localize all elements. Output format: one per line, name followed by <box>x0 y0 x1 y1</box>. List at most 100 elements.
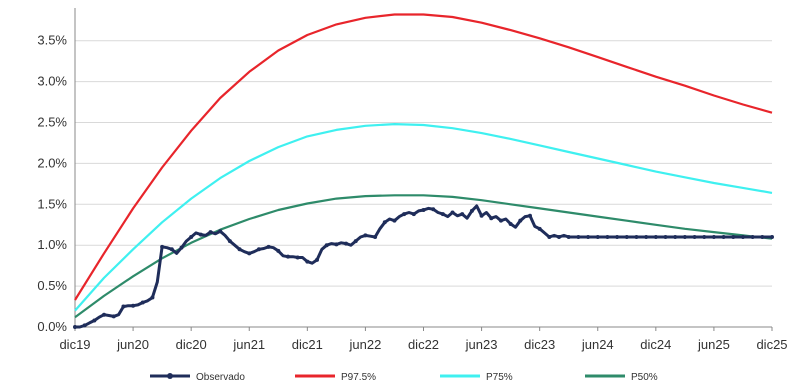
observed-point <box>460 212 465 217</box>
x-tick-label: jun23 <box>465 337 498 352</box>
observed-point <box>392 218 397 223</box>
observed-point <box>276 248 281 253</box>
observed-point <box>469 208 474 213</box>
observed-point <box>682 235 687 240</box>
observed-point <box>489 216 494 221</box>
observed-point <box>740 235 745 240</box>
x-tick-label: dic25 <box>756 337 787 352</box>
observed-point <box>92 318 97 323</box>
observed-point <box>179 245 184 250</box>
axes: 0.0% 0.5% 1.0% 1.5% 2.0% 2.5% 3.0% 3.5% dic19 jun… <box>37 8 788 352</box>
series-line-2 <box>74 122 773 312</box>
observed-point <box>450 210 455 215</box>
legend-label: P75% <box>486 372 513 383</box>
observed-point <box>266 244 271 249</box>
observed-point <box>324 243 329 248</box>
observed-point <box>237 247 242 252</box>
x-tick-label: jun22 <box>349 337 382 352</box>
observed-point <box>382 220 387 225</box>
observed-point <box>644 235 649 240</box>
observed-point <box>227 239 232 244</box>
observed-point <box>121 304 126 309</box>
observed-point <box>624 235 629 240</box>
observed-point <box>508 221 513 226</box>
observed-point <box>102 312 107 317</box>
series-line-1 <box>74 13 773 301</box>
observed-point <box>440 212 445 217</box>
observed-point <box>411 212 416 217</box>
observed-point <box>673 235 678 240</box>
observed-point <box>711 235 716 240</box>
y-tick-label: 2.5% <box>37 115 67 130</box>
observed-point <box>557 235 562 240</box>
legend-item: P97.5% <box>295 372 376 383</box>
observed-point <box>566 235 571 240</box>
observed-point <box>315 257 320 262</box>
observed-point <box>421 208 426 213</box>
observed-point <box>663 235 668 240</box>
observed-point <box>576 235 581 240</box>
observed-point <box>218 229 223 234</box>
legend-item: P50% <box>585 372 658 383</box>
x-tick-label: dic22 <box>408 337 439 352</box>
x-tick-label: jun24 <box>581 337 614 352</box>
legend: Observado P97.5% P75% P50% <box>150 372 658 383</box>
observed-point <box>73 325 77 329</box>
legend-marker <box>167 373 173 379</box>
observed-point <box>479 213 484 218</box>
observed-point <box>363 233 368 238</box>
legend-item: Observado <box>150 372 245 383</box>
observed-point <box>518 218 523 223</box>
observed-point <box>760 235 765 240</box>
series-line-3 <box>74 194 773 319</box>
observed-point <box>702 235 707 240</box>
observed-point <box>140 300 145 305</box>
observed-point <box>721 235 726 240</box>
x-tick-label: jun25 <box>697 337 730 352</box>
observed-point <box>82 323 87 328</box>
observed-point <box>373 235 378 240</box>
observed-point <box>615 235 620 240</box>
observed-point <box>198 232 203 237</box>
observed-point <box>208 230 213 235</box>
x-tick-label: jun21 <box>232 337 265 352</box>
observed-point <box>295 255 300 260</box>
x-tick-label: dic19 <box>59 337 90 352</box>
legend-label: Observado <box>196 372 245 383</box>
observed-point <box>169 247 174 252</box>
observed-point <box>305 259 310 264</box>
x-tick-label: dic20 <box>176 337 207 352</box>
observed-point <box>537 226 542 231</box>
x-tick-label: dic23 <box>524 337 555 352</box>
y-tick-label: 2.0% <box>37 155 67 170</box>
series-line-0 <box>75 204 772 329</box>
y-tick-label: 1.5% <box>37 196 67 211</box>
observed-point <box>285 254 290 259</box>
observed-point <box>160 244 165 249</box>
observed-point <box>189 235 194 240</box>
observed-point <box>353 239 358 244</box>
observed-point <box>498 218 503 223</box>
observed-point <box>334 242 339 247</box>
x-tick-label: dic21 <box>292 337 323 352</box>
observed-point <box>634 235 639 240</box>
legend-label: P50% <box>631 372 658 383</box>
observed-point <box>770 235 774 240</box>
observed-point <box>431 207 436 212</box>
observed-point <box>111 314 116 319</box>
observed-point <box>247 251 252 256</box>
observed-point <box>586 235 591 240</box>
y-tick-label: 3.0% <box>37 74 67 89</box>
observed-point <box>131 303 136 308</box>
y-tick-label: 0.0% <box>37 319 67 334</box>
observed-point <box>595 235 600 240</box>
observed-point <box>527 213 532 218</box>
observed-point <box>750 235 755 240</box>
gridlines <box>75 40 772 328</box>
observed-point <box>402 212 407 217</box>
observed-point <box>547 235 552 240</box>
observed-point <box>605 235 610 240</box>
legend-label: P97.5% <box>341 372 376 383</box>
